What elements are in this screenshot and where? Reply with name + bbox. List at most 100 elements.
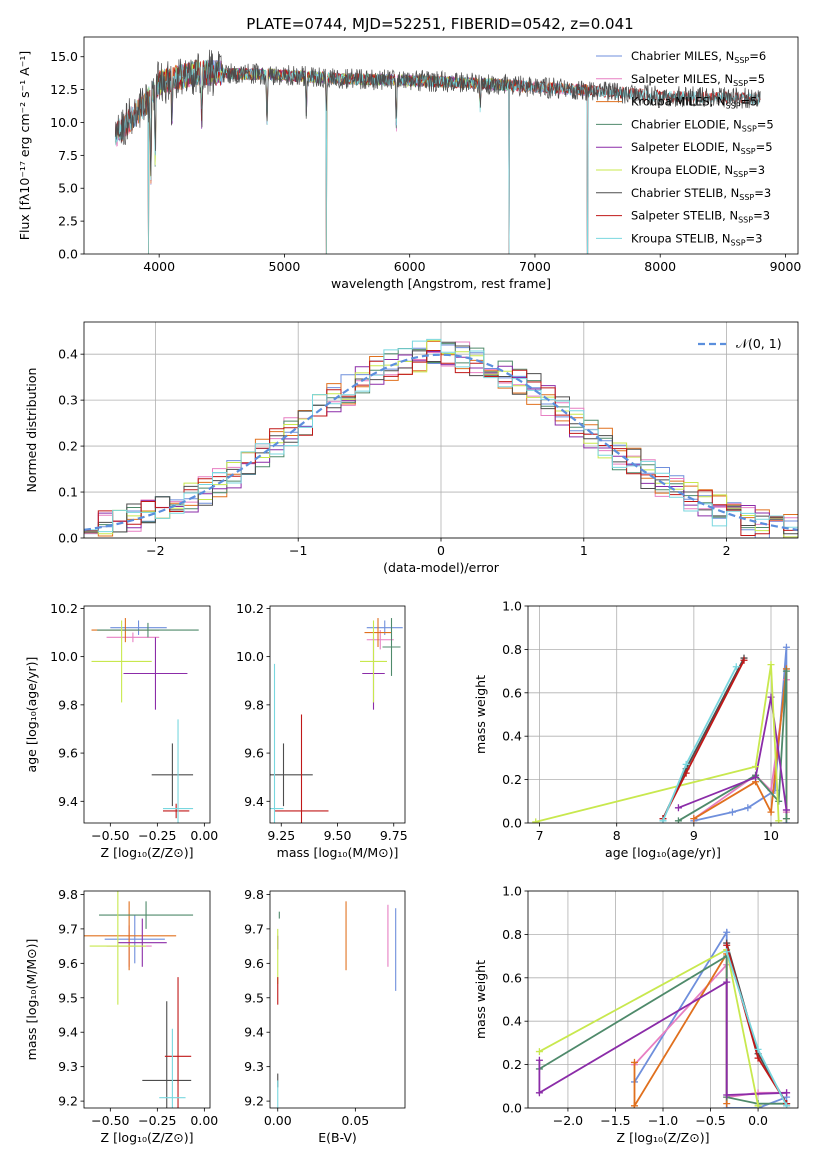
histogram-series-step (84, 350, 798, 536)
mass_vs_Z-ytick-label: 9.7 (58, 921, 78, 936)
legend-label-tail: =5 (748, 72, 765, 86)
legend-label-main: Salpeter MILES, N (631, 72, 733, 86)
mass-weight-point-marker (767, 661, 775, 669)
residual_histogram-axes: −2 −1 0 1 2 0.0 0.1 0.2 0.3 0.4 (data-model)/error… (24, 321, 799, 575)
mass_weight_vs_Z-xtick-label: 0.0 (748, 1113, 768, 1128)
mass_weight_vs_age-xtick-label: 8 (613, 828, 621, 843)
residual_histogram-xtick-label: −1 (289, 543, 307, 558)
mass_weight_vs_age-xtick-label: 10 (763, 828, 779, 843)
mass_weight_vs_age-ytick-label: 0.2 (502, 772, 522, 787)
age_vs_mass-axes: 9.25 9.50 9.75 9.4 9.6 9.8 10.0 10.2 mass [log₁₀… (236, 601, 408, 860)
mass_vs_Z-ytick-label: 9.2 (58, 1094, 78, 1109)
legend-label-tail: =5 (756, 140, 773, 154)
legend-entry-label: Kroupa ELODIE, NSSP=3 (631, 163, 765, 179)
mass_weight_vs_Z-xtick-label: −0.5 (695, 1113, 725, 1128)
legend-label-sub: SSP (739, 193, 754, 202)
mass_vs_EBV-ytick-label: 9.7 (244, 921, 264, 936)
legend-entry-label: Salpeter MILES, NSSP=5 (631, 72, 765, 88)
mass_vs_Z-ytick-label: 9.5 (58, 990, 78, 1005)
legend-label-main: Salpeter ELODIE, N (631, 140, 741, 154)
legend-entry-label: Chabrier ELODIE, NSSP=5 (631, 117, 774, 133)
spectrum-xtick-label: 5000 (269, 259, 301, 274)
mass-weight-point-marker (723, 941, 731, 949)
mass-weight-point-marker (630, 1102, 638, 1108)
age_vs_Z-ytick-label: 10.0 (50, 649, 78, 664)
mass_vs_Z-ytick-label: 9.4 (58, 1025, 78, 1040)
age_vs_mass-plot-area (270, 618, 403, 823)
mass-weight-point-marker (754, 1102, 762, 1108)
mass_vs_EBV-ytick-label: 9.4 (244, 1025, 264, 1040)
mass_vs_EBV-ytick-label: 9.5 (244, 990, 264, 1005)
mass_weight_vs_age-ytick-label: 0.4 (502, 729, 522, 744)
age_vs_Z-ylabel: age [log₁₀(age/yr)] (24, 657, 39, 773)
spectrum-ytick-label: 5.0 (58, 181, 78, 196)
legend-label-tail: =3 (748, 163, 765, 177)
mass_vs_Z-axes: −0.50 −0.25 0.00 9.2 9.3 9.4 9.5 9.6 9.7 9.8 Z [lo… (24, 887, 218, 1145)
age_vs_mass-panel: 9.25 9.50 9.75 9.4 9.6 9.8 10.0 10.2 mass [log₁₀… (236, 601, 408, 860)
age_vs_Z-ytick-label: 9.8 (58, 697, 78, 712)
legend-entry-label: Chabrier MILES, NSSP=6 (631, 49, 766, 65)
mass-weight-point-marker (767, 808, 775, 816)
mass_vs_Z-xlabel: Z [log₁₀(Z/Z⊙)] (101, 1130, 194, 1145)
mass_vs_Z-ytick-label: 9.8 (58, 887, 78, 902)
mass_vs_Z-xtick-label: −0.25 (138, 1113, 176, 1128)
mass_vs_EBV-xtick-label: 0.00 (264, 1113, 292, 1128)
age_vs_mass-ytick-label: 10.0 (236, 649, 264, 664)
age_vs_Z-axes: −0.50 −0.25 0.00 9.4 9.6 9.8 10.0 10.2 Z [log₁₀(… (24, 601, 218, 860)
mass-weight-point-marker (532, 818, 540, 823)
mass-weight-point-marker (682, 769, 690, 777)
mass_weight_vs_Z-xlabel: Z [log₁₀(Z/Z⊙)] (617, 1130, 710, 1145)
residual_histogram-xtick-label: −2 (146, 543, 164, 558)
histogram-series-step (84, 338, 798, 533)
age_vs_Z-ytick-label: 9.4 (58, 794, 78, 809)
mass_vs_Z-xtick-label: −0.50 (91, 1113, 129, 1128)
mass-weight-series-line (678, 696, 788, 811)
mass-weight-point-marker (723, 978, 731, 986)
spectrum-ylabel: Flux [fλ10⁻¹⁷ erg cm⁻² s⁻¹ A⁻¹] (17, 51, 32, 240)
mass-weight-point-marker (659, 817, 667, 823)
legend-label-sub: SSP (731, 238, 746, 247)
mass_vs_EBV-ytick-label: 9.2 (244, 1094, 264, 1109)
legend-entry-label: Kroupa STELIB, NSSP=3 (631, 231, 762, 247)
mass-weight-point-marker (744, 804, 752, 812)
residual_histogram-ytick-label: 0.0 (58, 531, 78, 546)
residual_histogram-frame (83, 321, 799, 539)
age_vs_Z-xtick-label: −0.25 (138, 828, 176, 843)
age_vs_Z-xlabel: Z [log₁₀(Z/Z⊙)] (101, 845, 194, 860)
legend-label-sub: SSP (742, 124, 757, 133)
mass-weight-point-marker (752, 763, 760, 771)
mass_vs_Z-ytick-label: 9.6 (58, 956, 78, 971)
legend-label-sub: SSP (726, 102, 741, 111)
age_vs_mass-ytick-label: 9.8 (244, 697, 264, 712)
spectrum-ytick-label: 15.0 (50, 49, 78, 64)
mass_weight_vs_age-frame (527, 605, 799, 824)
mass_weight_vs_Z-ytick-label: 0.2 (502, 1057, 522, 1072)
spectrum-ytick-label: 10.0 (50, 115, 78, 130)
mass-weight-point-marker (754, 1054, 762, 1062)
gaussian-reference-curve (84, 353, 798, 531)
age_vs_mass-xlabel: mass [log₁₀(M/M⊙)] (277, 845, 399, 860)
mass_vs_EBV-ytick-label: 9.6 (244, 956, 264, 971)
mass_vs_EBV-xtick-label: 0.05 (341, 1113, 369, 1128)
mass-weight-point-marker (674, 817, 682, 823)
spectrum-ytick-label: 12.5 (50, 82, 78, 97)
mass_weight_vs_Z-ytick-label: 0.8 (502, 927, 522, 942)
residual_histogram-ytick-label: 0.2 (58, 439, 78, 454)
mass-weight-point-marker (782, 806, 790, 814)
legend-entry-label: Salpeter ELODIE, NSSP=5 (631, 140, 773, 156)
mass_weight_vs_Z-xtick-label: −2.0 (553, 1113, 583, 1128)
mass-weight-point-marker (732, 663, 740, 671)
age_vs_mass-ytick-label: 9.4 (244, 794, 264, 809)
mass_vs_Z-xtick-label: 0.00 (190, 1113, 218, 1128)
age_vs_Z-plot-area (91, 618, 199, 823)
legend-label-tail: =5 (741, 95, 758, 109)
mass_weight_vs_Z-ytick-label: 0.4 (502, 1014, 522, 1029)
residual_histogram-xlabel: (data-model)/error (383, 560, 500, 575)
age_vs_Z-panel: −0.50 −0.25 0.00 9.4 9.6 9.8 10.0 10.2 Z [log₁₀(… (24, 601, 218, 860)
mass_weight_vs_age-xtick-label: 7 (536, 828, 544, 843)
residual_histogram-ytick-label: 0.3 (58, 393, 78, 408)
mass-weight-point-marker (752, 773, 760, 781)
spectrum-ytick-label: 7.5 (58, 148, 78, 163)
